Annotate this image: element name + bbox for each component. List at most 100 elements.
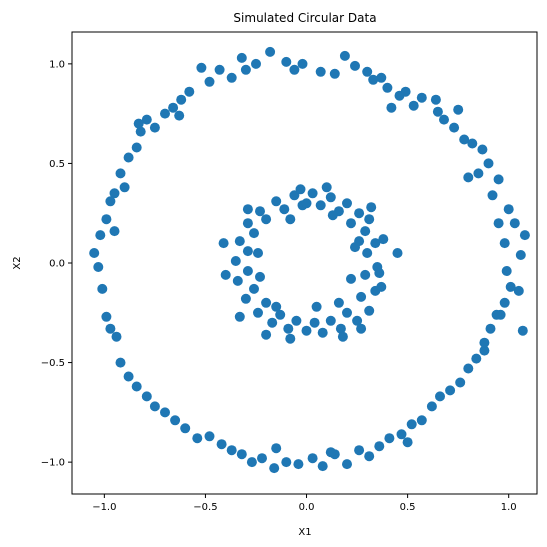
data-point — [97, 283, 108, 294]
data-point — [509, 218, 520, 229]
data-point — [271, 301, 282, 312]
data-point — [352, 315, 363, 326]
data-point — [242, 246, 253, 257]
data-point — [416, 415, 427, 426]
data-point — [131, 381, 142, 392]
data-point — [315, 200, 326, 211]
data-point — [337, 331, 348, 342]
data-point — [499, 297, 510, 308]
data-point — [234, 236, 245, 247]
data-point — [275, 309, 286, 320]
data-point — [325, 315, 336, 326]
data-point — [135, 126, 146, 137]
data-point — [493, 218, 504, 229]
data-point — [101, 214, 112, 225]
data-point — [432, 106, 443, 117]
data-point — [374, 268, 385, 278]
x-tick-label: 0.0 — [299, 502, 315, 513]
data-point — [317, 461, 328, 472]
data-point — [463, 363, 474, 374]
data-point — [149, 122, 160, 133]
data-point — [335, 323, 346, 334]
data-point — [439, 114, 449, 125]
data-point — [483, 158, 494, 169]
data-point — [204, 76, 215, 87]
data-point — [430, 94, 441, 105]
data-point — [321, 182, 332, 193]
data-point — [271, 196, 282, 207]
data-point — [289, 64, 300, 75]
x-axis-label: X1 — [298, 527, 311, 538]
data-point — [283, 323, 294, 334]
data-point — [471, 353, 482, 364]
y-axis-label: X2 — [12, 256, 23, 269]
data-point — [297, 58, 308, 69]
data-point — [141, 391, 152, 402]
data-point — [376, 72, 387, 83]
data-point — [445, 385, 456, 396]
data-point — [123, 152, 134, 163]
data-point — [463, 172, 474, 183]
data-point — [281, 56, 292, 67]
data-point — [184, 86, 195, 97]
y-axis-ticks: −1.0 −0.5 0.0 0.5 1.0 — [41, 59, 72, 469]
data-point — [240, 64, 251, 75]
data-point — [327, 210, 338, 221]
data-point — [295, 184, 306, 195]
x-tick-label: 0.5 — [400, 502, 416, 513]
data-point — [376, 281, 387, 292]
y-tick-label: 0.5 — [49, 159, 65, 170]
data-point — [249, 283, 259, 294]
data-point — [226, 445, 237, 456]
data-point — [240, 293, 251, 304]
data-point — [261, 329, 272, 340]
data-point — [289, 190, 300, 201]
data-point — [455, 377, 466, 388]
data-point — [362, 248, 373, 258]
data-point — [291, 315, 302, 326]
data-point — [307, 188, 318, 199]
data-point — [350, 242, 360, 253]
data-point — [253, 307, 263, 318]
data-point — [279, 204, 290, 215]
data-point — [220, 269, 231, 280]
data-point — [325, 447, 336, 458]
data-point — [342, 198, 352, 209]
data-point — [93, 262, 104, 272]
data-point — [402, 437, 413, 448]
data-point — [477, 144, 488, 155]
data-point — [174, 110, 185, 121]
data-point — [204, 431, 215, 442]
data-point — [168, 102, 179, 113]
x-tick-label: 1.0 — [501, 502, 517, 513]
data-point — [281, 457, 292, 468]
data-point — [459, 134, 470, 145]
data-point — [261, 214, 272, 225]
data-point — [342, 459, 352, 470]
data-point — [384, 433, 395, 444]
data-point — [226, 72, 237, 83]
data-point — [123, 371, 134, 382]
data-point — [354, 208, 365, 219]
data-point — [392, 248, 403, 258]
data-point — [342, 307, 352, 318]
data-point — [230, 256, 241, 266]
data-point — [370, 238, 381, 249]
data-point — [109, 188, 120, 199]
data-point — [317, 327, 328, 338]
data-point — [311, 301, 322, 312]
data-point — [285, 214, 296, 225]
data-point — [149, 401, 160, 412]
data-point — [246, 457, 257, 468]
data-point — [378, 234, 389, 245]
data-point — [315, 66, 326, 77]
data-point — [196, 62, 207, 73]
data-point — [265, 46, 276, 57]
data-point — [131, 142, 142, 153]
data-point — [307, 453, 318, 464]
data-point — [242, 204, 253, 215]
data-point — [503, 204, 514, 215]
data-point — [133, 118, 144, 129]
data-point — [180, 423, 191, 434]
